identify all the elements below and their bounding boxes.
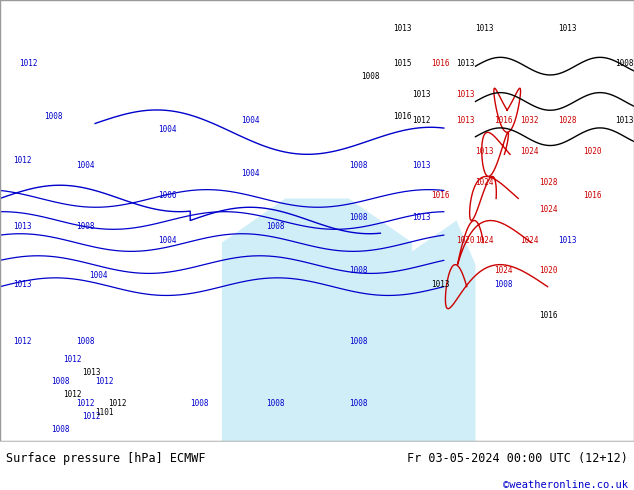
Text: 1013: 1013 xyxy=(431,280,450,289)
Text: Surface pressure [hPa] ECMWF: Surface pressure [hPa] ECMWF xyxy=(6,452,206,465)
Text: 1013: 1013 xyxy=(558,24,576,33)
Polygon shape xyxy=(222,198,412,441)
Text: 1008: 1008 xyxy=(190,399,209,408)
Text: 1020: 1020 xyxy=(583,147,602,156)
Text: 1016: 1016 xyxy=(431,59,450,68)
Text: 1013: 1013 xyxy=(82,368,101,377)
Text: 1016: 1016 xyxy=(539,311,557,319)
Text: 1024: 1024 xyxy=(476,178,494,187)
Text: 1004: 1004 xyxy=(241,117,259,125)
Polygon shape xyxy=(298,220,349,282)
Text: 1004: 1004 xyxy=(89,271,107,280)
Text: 1008: 1008 xyxy=(76,337,94,346)
Text: 1013: 1013 xyxy=(615,117,633,125)
Text: 1004: 1004 xyxy=(76,161,94,170)
Text: 1008: 1008 xyxy=(361,73,380,81)
Text: 1008: 1008 xyxy=(266,399,285,408)
Text: Fr 03-05-2024 00:00 UTC (12+12): Fr 03-05-2024 00:00 UTC (12+12) xyxy=(407,452,628,465)
Text: 1016: 1016 xyxy=(583,192,602,200)
Text: 1008: 1008 xyxy=(615,59,633,68)
Text: 1012: 1012 xyxy=(13,337,31,346)
Text: 1024: 1024 xyxy=(539,205,557,214)
Text: 1024: 1024 xyxy=(476,236,494,245)
Text: 1016: 1016 xyxy=(431,192,450,200)
Text: 1012: 1012 xyxy=(63,390,82,399)
Polygon shape xyxy=(393,220,476,441)
Text: 1008: 1008 xyxy=(349,214,367,222)
Text: 1020: 1020 xyxy=(456,236,475,245)
Text: 1013: 1013 xyxy=(412,90,430,99)
Text: 1020: 1020 xyxy=(539,267,557,275)
Text: 1008: 1008 xyxy=(349,337,367,346)
Text: 1004: 1004 xyxy=(158,125,177,134)
Text: 1013: 1013 xyxy=(13,222,31,231)
Text: 1013: 1013 xyxy=(558,236,576,245)
Text: 1013: 1013 xyxy=(412,214,430,222)
Text: 1012: 1012 xyxy=(76,399,94,408)
Text: 1008: 1008 xyxy=(51,425,69,434)
Text: 1012: 1012 xyxy=(412,117,430,125)
Text: 1024: 1024 xyxy=(520,236,538,245)
Text: 1008: 1008 xyxy=(44,112,63,121)
Text: 1013: 1013 xyxy=(456,59,475,68)
Text: 1008: 1008 xyxy=(349,161,367,170)
Text: 1013: 1013 xyxy=(456,117,475,125)
Text: 1101: 1101 xyxy=(95,408,113,416)
Text: 1028: 1028 xyxy=(558,117,576,125)
Text: 1024: 1024 xyxy=(520,147,538,156)
Text: 1013: 1013 xyxy=(476,24,494,33)
Text: 1013: 1013 xyxy=(393,24,411,33)
Text: 1006: 1006 xyxy=(158,192,177,200)
Text: 1008: 1008 xyxy=(349,399,367,408)
Text: 1008: 1008 xyxy=(349,267,367,275)
Text: 1012: 1012 xyxy=(19,59,37,68)
Text: 1012: 1012 xyxy=(95,377,113,386)
Text: 1012: 1012 xyxy=(82,412,101,421)
Text: 1032: 1032 xyxy=(520,117,538,125)
Text: 1013: 1013 xyxy=(13,280,31,289)
Text: 1013: 1013 xyxy=(412,161,430,170)
Text: 1008: 1008 xyxy=(495,280,513,289)
Text: 1004: 1004 xyxy=(241,170,259,178)
Text: 1008: 1008 xyxy=(51,377,69,386)
Text: 1015: 1015 xyxy=(393,59,411,68)
Polygon shape xyxy=(222,243,266,331)
Text: 1008: 1008 xyxy=(266,222,285,231)
Text: 1012: 1012 xyxy=(63,355,82,364)
Text: 1008: 1008 xyxy=(76,222,94,231)
Text: 1016: 1016 xyxy=(393,112,411,121)
Text: 1028: 1028 xyxy=(539,178,557,187)
Text: 1013: 1013 xyxy=(476,147,494,156)
Text: 1012: 1012 xyxy=(108,399,126,408)
Text: 1016: 1016 xyxy=(495,117,513,125)
Text: ©weatheronline.co.uk: ©weatheronline.co.uk xyxy=(503,480,628,490)
Text: 1012: 1012 xyxy=(13,156,31,165)
Text: 1004: 1004 xyxy=(158,236,177,245)
Text: 1013: 1013 xyxy=(456,90,475,99)
Text: 1024: 1024 xyxy=(495,267,513,275)
